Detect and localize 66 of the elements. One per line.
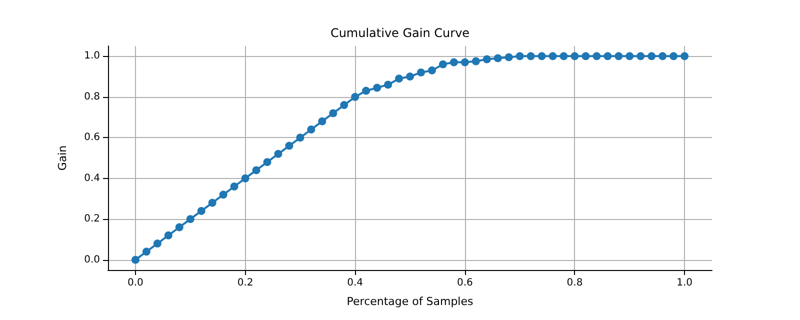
y-tick-label: 0.4 [84, 172, 100, 184]
point [296, 134, 304, 142]
point [626, 52, 634, 60]
point [482, 55, 491, 64]
y-tick-label: 0.6 [84, 132, 100, 144]
point [460, 58, 469, 66]
point [648, 52, 656, 60]
point [175, 223, 184, 232]
point [340, 101, 348, 110]
x-axis-title: Percentage of Samples [346, 295, 474, 308]
chart-title: Cumulative Gain Curve [330, 26, 470, 40]
point [241, 174, 250, 182]
point [384, 80, 392, 89]
point [274, 150, 282, 158]
point [658, 52, 667, 60]
point [164, 231, 172, 240]
point [153, 240, 162, 248]
point [197, 206, 206, 215]
point [526, 52, 535, 60]
point [416, 68, 425, 76]
point [285, 142, 294, 150]
point [548, 52, 557, 60]
point [538, 52, 546, 60]
y-tick-label: 0.8 [84, 91, 100, 102]
point [373, 84, 382, 92]
point [450, 58, 458, 66]
x-tick-label: 0.6 [456, 278, 473, 288]
x-tick-label: 1.0 [676, 278, 692, 288]
point [680, 52, 689, 60]
point [263, 158, 272, 166]
x-tick-label: 0.2 [237, 278, 254, 288]
point [592, 52, 601, 60]
point [406, 72, 414, 81]
y-axis-title: Gain [56, 145, 69, 171]
point [504, 53, 513, 62]
y-tick-label: 0.0 [84, 254, 100, 266]
point [670, 52, 678, 60]
x-tick-label: 0.0 [128, 278, 144, 288]
point [472, 57, 480, 66]
point [604, 52, 612, 60]
point [351, 92, 360, 101]
point [252, 166, 260, 174]
point [582, 52, 590, 60]
point [307, 125, 316, 134]
point [318, 117, 326, 126]
point [131, 256, 140, 264]
point [219, 190, 228, 199]
point [428, 66, 436, 74]
point [230, 182, 238, 191]
point [329, 109, 338, 118]
point [362, 86, 370, 95]
point [636, 52, 645, 60]
point [142, 248, 150, 256]
point [570, 52, 579, 60]
x-tick-label: 0.8 [566, 278, 583, 288]
point [494, 54, 502, 62]
x-tick-label: 0.4 [347, 278, 364, 288]
point [614, 52, 623, 60]
point [186, 215, 194, 224]
point [208, 198, 216, 207]
point [560, 52, 568, 60]
point [438, 60, 447, 68]
point [516, 52, 524, 60]
y-tick-label: 0.2 [84, 214, 100, 225]
point [395, 74, 404, 83]
y-tick-label: 1.0 [84, 50, 100, 62]
